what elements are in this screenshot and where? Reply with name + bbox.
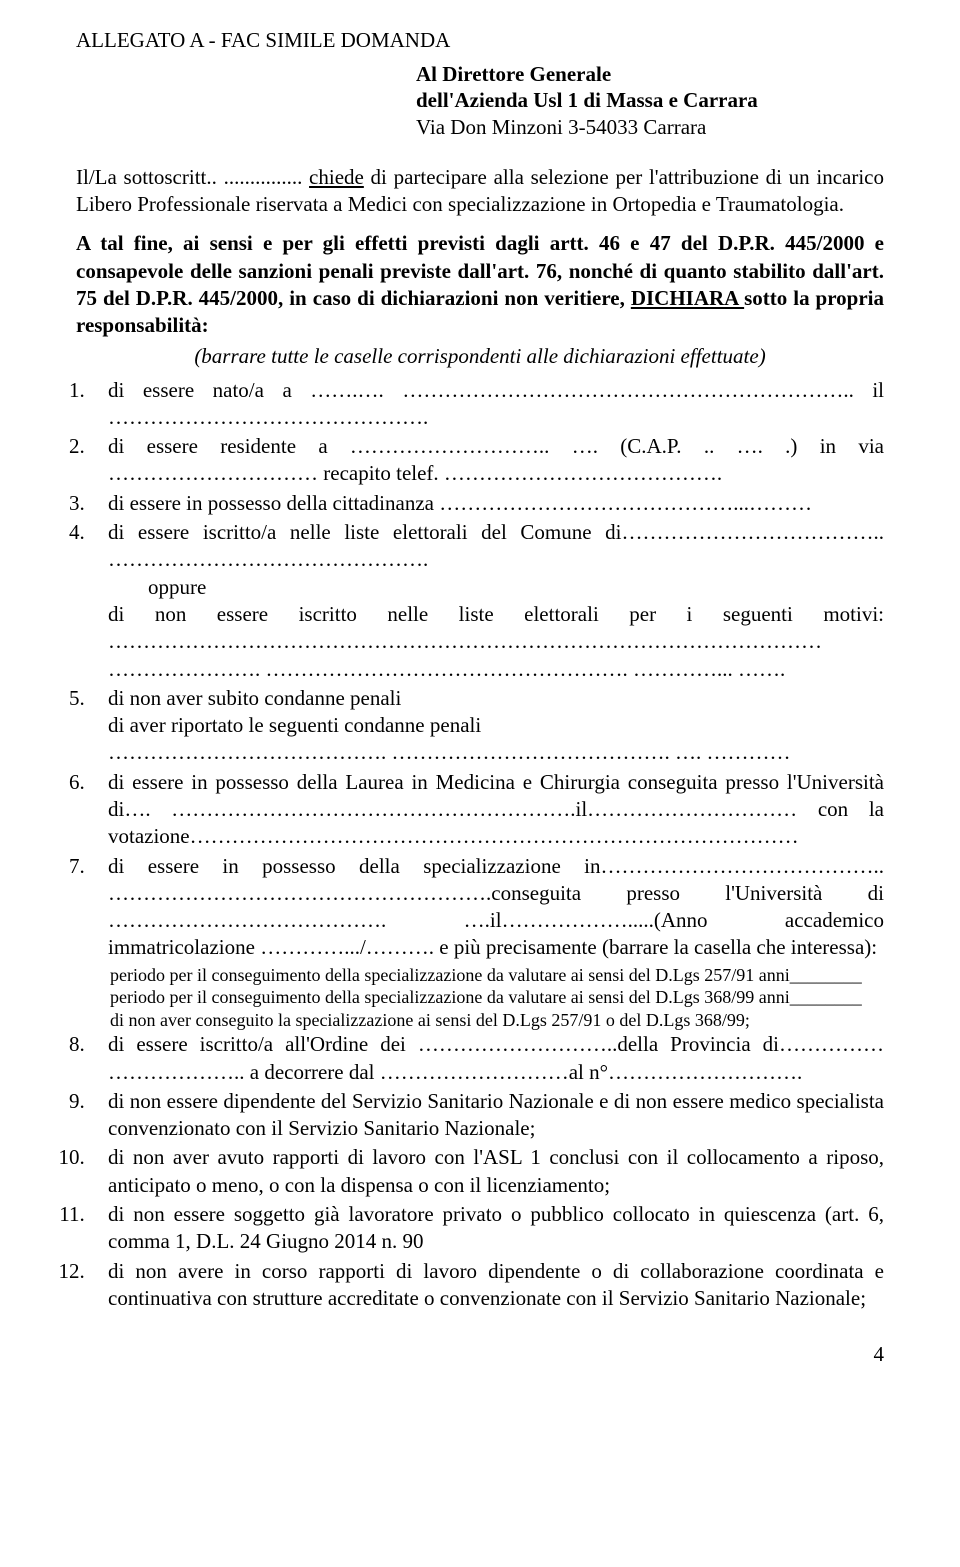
- intro-text-1: Il/La sottoscritt.. ...............: [76, 165, 309, 189]
- intro-paragraph: Il/La sottoscritt.. ............... chie…: [76, 164, 884, 219]
- addr-line-1: Al Direttore Generale: [416, 61, 884, 87]
- page-number: 4: [76, 1342, 884, 1367]
- decl-dichiara: DICHIARA: [631, 286, 744, 310]
- list-item-12: di non avere in corso rapporti di lavoro…: [90, 1258, 884, 1313]
- list-item-11: di non essere soggetto già lavoratore pr…: [90, 1201, 884, 1256]
- item-7a-text: periodo per il conseguimento della speci…: [110, 964, 884, 987]
- item-11-text: di non essere soggetto già lavoratore pr…: [108, 1202, 884, 1253]
- item-4-text: di essere iscritto/a nelle liste elettor…: [108, 520, 884, 571]
- oppure-label: oppure: [148, 574, 884, 601]
- item-8-text: di essere iscritto/a all'Ordine dei ……………: [108, 1032, 884, 1083]
- item-7c-text: di non aver conseguito la specializzazio…: [110, 1009, 884, 1032]
- list-item-9: di non essere dipendente del Servizio Sa…: [90, 1088, 884, 1143]
- barrare-note: (barrare tutte le caselle corrispondenti…: [76, 344, 884, 369]
- numbered-list-cont: di essere iscritto/a all'Ordine dei ……………: [76, 1031, 884, 1312]
- item-10-text: di non aver avuto rapporti di lavoro con…: [108, 1145, 884, 1196]
- list-item-10: di non aver avuto rapporti di lavoro con…: [90, 1144, 884, 1199]
- numbered-list: di essere nato/a a …….…. …………………………………………: [76, 377, 884, 962]
- address-block: Al Direttore Generale dell'Azienda Usl 1…: [416, 61, 884, 140]
- item-7-text: di essere in possesso della specializzaz…: [108, 854, 884, 960]
- list-item-7: di essere in possesso della specializzaz…: [90, 853, 884, 962]
- allegato-header: ALLEGATO A - FAC SIMILE DOMANDA: [76, 28, 884, 53]
- item-4b-text: di non essere iscritto nelle liste elett…: [108, 601, 884, 683]
- addr-line-2: dell'Azienda Usl 1 di Massa e Carrara: [416, 87, 884, 113]
- item-5b-text: di aver riportato le seguenti condanne p…: [108, 712, 884, 739]
- list-item-8: di essere iscritto/a all'Ordine dei ……………: [90, 1031, 884, 1086]
- item-6-text: di essere in possesso della Laurea in Me…: [108, 770, 884, 849]
- list-item-1: di essere nato/a a …….…. …………………………………………: [90, 377, 884, 432]
- addr-line-3: Via Don Minzoni 3-54033 Carrara: [416, 114, 884, 140]
- list-item-4: di essere iscritto/a nelle liste elettor…: [90, 519, 884, 683]
- item-7b-text: periodo per il conseguimento della speci…: [110, 986, 884, 1009]
- list-item-6: di essere in possesso della Laurea in Me…: [90, 769, 884, 851]
- list-item-5: di non aver subito condanne penali di av…: [90, 685, 884, 767]
- list-item-3: di essere in possesso della cittadinanza…: [90, 490, 884, 517]
- list-item-2: di essere residente a ……………………….. …. (C.…: [90, 433, 884, 488]
- item-1-text: di essere nato/a a …….…. …………………………………………: [108, 378, 884, 429]
- item-12-text: di non avere in corso rapporti di lavoro…: [108, 1259, 884, 1310]
- item-5c-text: …………………………………. …………………………………. …. …………: [108, 739, 884, 766]
- item-3-text: di essere in possesso della cittadinanza…: [108, 491, 812, 515]
- item-9-text: di non essere dipendente del Servizio Sa…: [108, 1089, 884, 1140]
- item-2-text: di essere residente a ……………………….. …. (C.…: [108, 434, 884, 485]
- intro-chiede: chiede: [309, 165, 364, 189]
- item-5-text: di non aver subito condanne penali: [108, 686, 401, 710]
- declaration-paragraph: A tal fine, ai sensi e per gli effetti p…: [76, 230, 884, 339]
